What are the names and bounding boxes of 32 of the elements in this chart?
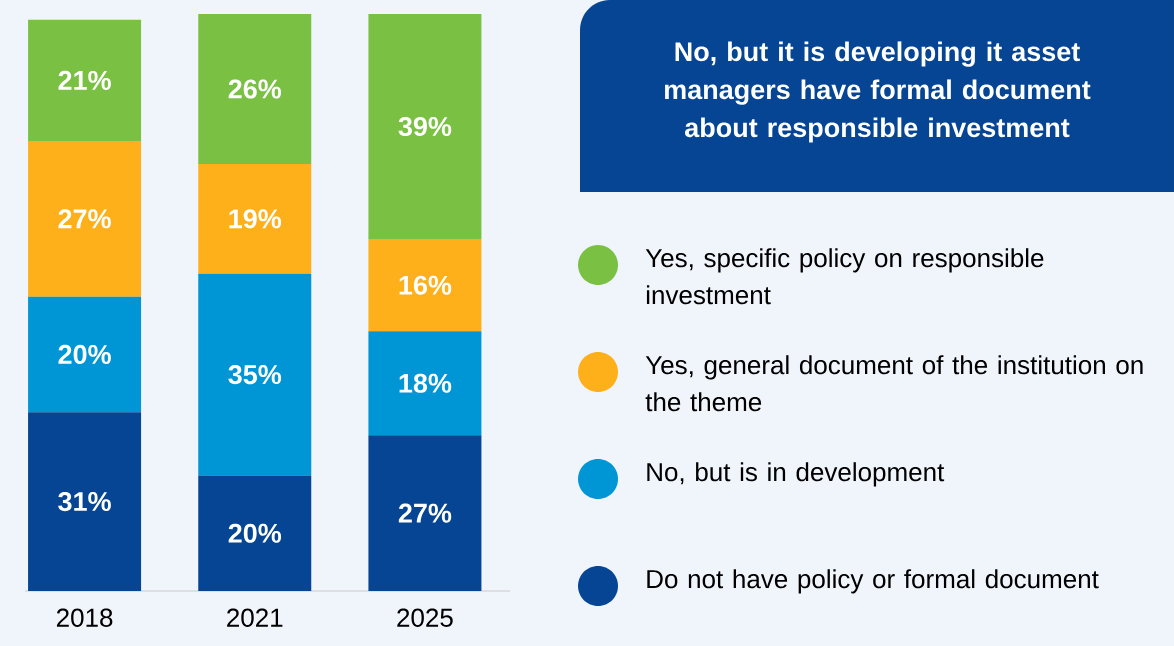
text: No, but it is developing it asset managers have formal document about responsible investment	[664, 41, 1091, 143]
legend-label: No, but is in development	[647, 462, 945, 487]
data-label: 39%	[398, 116, 452, 137]
bar	[28, 140, 142, 297]
bar	[28, 412, 142, 591]
data-label: 27%	[58, 209, 111, 229]
bar	[368, 239, 482, 332]
bar	[198, 164, 312, 274]
legend-label: Yes, specific policy on responsible investment	[645, 248, 1044, 305]
data-label: 19%	[229, 209, 282, 229]
x-tick-label: 2025	[397, 608, 453, 627]
bar	[198, 273, 312, 476]
data-label: 27%	[398, 503, 452, 523]
data-label: 18%	[399, 373, 452, 393]
data-label: 20%	[228, 523, 282, 543]
x-tick-label: 2018	[56, 608, 113, 627]
data-label: 20%	[58, 344, 111, 364]
bar	[368, 14, 482, 240]
bar	[198, 475, 312, 591]
data-label: 26%	[228, 79, 282, 99]
bar	[198, 14, 312, 165]
legend-label: Yes, general document of the institution on the theme	[645, 355, 1143, 412]
data-label: 31%	[58, 491, 111, 512]
bar	[28, 296, 142, 413]
data-label: 35%	[228, 365, 282, 385]
bar	[368, 331, 482, 436]
bar	[28, 19, 142, 141]
data-label: 16%	[399, 275, 452, 295]
bar	[368, 435, 482, 591]
data-label: 21%	[58, 70, 111, 90]
legend-label: Do not have policy or formal document	[647, 569, 1099, 594]
x-tick-label: 2021	[227, 608, 283, 627]
